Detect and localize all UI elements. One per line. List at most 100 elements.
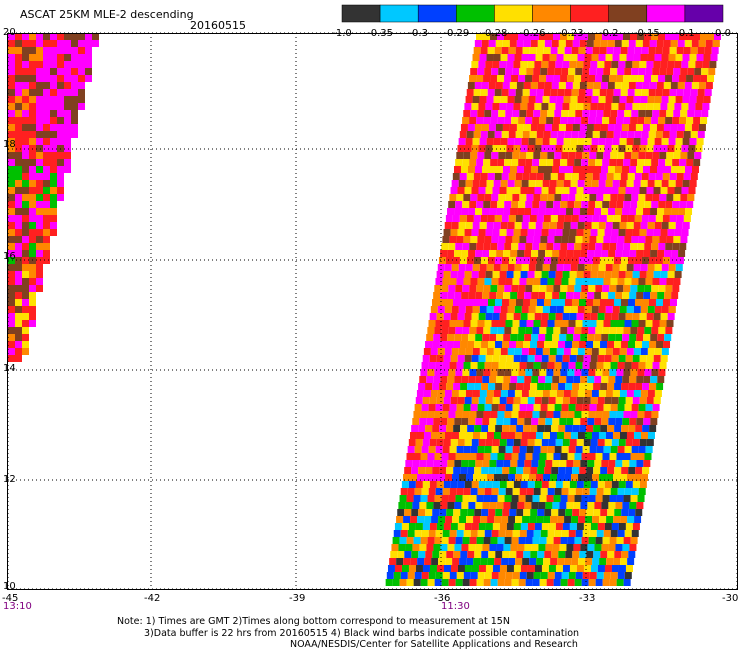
swath-pixel (521, 138, 529, 145)
swath-pixel (675, 96, 683, 103)
swath-pixel (456, 446, 464, 453)
swath-pixel (505, 530, 513, 537)
swath-pixel (598, 222, 606, 229)
swath-pixel (638, 446, 646, 453)
swath-pixel (521, 264, 529, 271)
swath-pixel (440, 250, 448, 257)
swath-pixel (652, 404, 660, 411)
swath-pixel (481, 82, 489, 89)
swath-pixel (576, 103, 584, 110)
swath-pixel (611, 523, 619, 530)
swath-pixel (629, 418, 637, 425)
swath-pixel (545, 334, 553, 341)
swath-pixel (572, 425, 580, 432)
swath-pixel (536, 173, 544, 180)
swath-pixel (464, 481, 472, 488)
swath-pixel (583, 397, 591, 404)
swath-pixel (462, 285, 470, 292)
swath-pixel (43, 250, 50, 257)
swath-pixel (541, 187, 549, 194)
swath-pixel (15, 341, 22, 348)
swath-pixel (567, 117, 575, 124)
swath-pixel (420, 369, 428, 376)
swath-pixel (453, 551, 461, 558)
swath-pixel (506, 313, 514, 320)
swath-pixel (43, 236, 50, 243)
swath-pixel (491, 488, 499, 495)
color-legend: -1.0 -0.35 -0.3 -0.29 -0.28 -0.26 -0.23 -0.2 -0.… (332, 4, 731, 39)
swath-pixel (540, 236, 548, 243)
swath-pixel (623, 411, 631, 418)
swath-pixel (15, 348, 22, 355)
swath-pixel (516, 509, 524, 516)
lon-label-30: -30 (722, 593, 739, 604)
swath-pixel (488, 425, 496, 432)
swath-pixel (15, 110, 22, 117)
swath-pixel (586, 341, 594, 348)
swath-pixel (522, 516, 530, 523)
swath-pixel (566, 544, 574, 551)
swath-pixel (562, 355, 570, 362)
swath-pixel (577, 180, 585, 187)
legend-swatch (341, 4, 381, 23)
swath-pixel (420, 579, 428, 586)
swath-pixel (616, 159, 624, 166)
swath-pixel (517, 460, 525, 467)
swath-pixel (700, 33, 707, 40)
swath-pixel (490, 369, 498, 376)
swath-pixel (478, 523, 486, 530)
swath-pixel (481, 124, 489, 131)
swath-pixel (36, 264, 43, 271)
swath-pixel (548, 397, 556, 404)
swath-pixel (664, 208, 672, 215)
swath-pixel (588, 201, 596, 208)
swath-pixel (427, 495, 435, 502)
swath-pixel (600, 551, 608, 558)
swath-pixel (43, 33, 50, 40)
swath-pixel (461, 208, 469, 215)
swath-pixel (439, 509, 447, 516)
swath-pixel (579, 166, 587, 173)
swath-pixel (520, 271, 528, 278)
swath-pixel (590, 229, 598, 236)
swath-pixel (486, 264, 494, 271)
swath-pixel (590, 271, 598, 278)
swath-pixel (401, 565, 409, 572)
swath-pixel (440, 418, 448, 425)
swath-pixel (630, 159, 638, 166)
swath-pixel (528, 138, 536, 145)
swath-pixel (555, 103, 563, 110)
swath-pixel (492, 523, 500, 530)
swath-pixel (618, 439, 626, 446)
swath-pixel (610, 446, 618, 453)
swath-pixel (471, 565, 479, 572)
swath-pixel (551, 467, 559, 474)
swath-pixel (566, 250, 574, 257)
swath-pixel (432, 425, 440, 432)
swath-pixel (526, 110, 534, 117)
swath-pixel (413, 537, 421, 544)
swath-pixel (459, 516, 467, 523)
swath-pixel (604, 187, 612, 194)
swath-pixel (560, 117, 568, 124)
swath-pixel (654, 222, 662, 229)
swath-pixel (484, 404, 492, 411)
swath-pixel (493, 432, 501, 439)
swath-pixel (608, 460, 616, 467)
swath-pixel (617, 110, 625, 117)
swath-pixel (645, 278, 653, 285)
swath-pixel (636, 292, 644, 299)
swath-pixel (601, 292, 609, 299)
swath-pixel (623, 201, 631, 208)
swath-pixel (682, 180, 690, 187)
swath-pixel (605, 390, 613, 397)
swath-pixel (542, 180, 550, 187)
swath-pixel (495, 82, 503, 89)
swath-pixel (436, 565, 444, 572)
swath-pixel (671, 250, 679, 257)
swath-pixel (490, 537, 498, 544)
swath-pixel (690, 47, 698, 54)
swath-pixel (644, 75, 652, 82)
swath-pixel (470, 278, 478, 285)
swath-pixel (427, 327, 435, 334)
